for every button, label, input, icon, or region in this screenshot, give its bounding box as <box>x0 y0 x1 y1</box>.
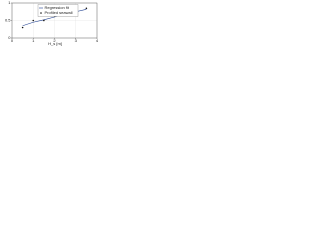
data-point <box>85 7 88 10</box>
page: {"chart_data": {"type": "line", "x_label… <box>0 0 100 47</box>
x-tick-label: 1 <box>32 38 35 43</box>
data-point <box>43 19 45 22</box>
legend-marker <box>40 12 42 14</box>
y-tick-label: 0.5 <box>5 18 11 23</box>
x-tick-label: 4 <box>96 38 99 43</box>
plot-frame <box>11 2 98 39</box>
legend-label: Regression fit <box>45 5 70 10</box>
legend-label: Profiled seawall <box>45 10 73 15</box>
x-tick-label: 0 <box>11 38 14 43</box>
y-tick-label: 1 <box>8 0 11 5</box>
x-axis-label: H_s [m] <box>48 41 62 46</box>
data-point <box>21 26 24 29</box>
legend-box <box>37 4 79 17</box>
x-tick-label: 3 <box>75 38 78 43</box>
data-point <box>32 19 35 22</box>
x-tick-label: 2 <box>53 38 56 43</box>
y-tick-label: 0 <box>8 35 11 40</box>
